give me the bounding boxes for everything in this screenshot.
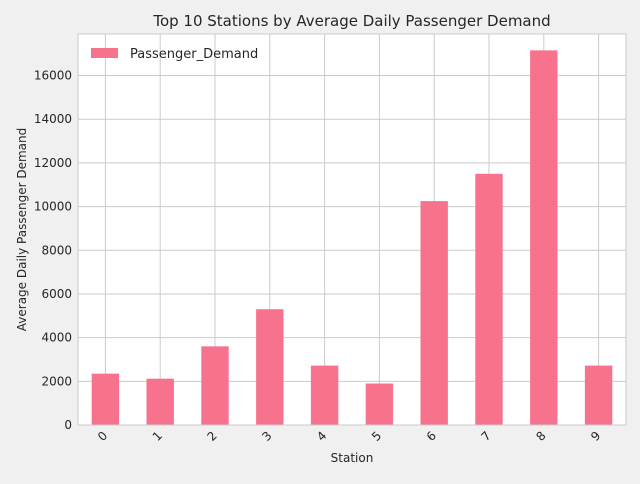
bar-station-3 (256, 309, 284, 425)
y-tick-labels: 0 2000 4000 6000 8000 10000 12000 14000 16000 (34, 69, 72, 432)
y-tick-label: 12000 (34, 156, 72, 170)
chart-title: Top 10 Stations by Average Daily Passeng… (152, 12, 550, 30)
bar-station-8 (530, 50, 558, 425)
y-tick-label: 6000 (41, 287, 72, 301)
bar-station-6 (420, 201, 448, 425)
grid-lines (78, 34, 626, 426)
plot-frame (77, 33, 627, 426)
y-tick-label: 2000 (41, 374, 72, 388)
y-axis-label: Average Daily Passenger Demand (15, 128, 29, 331)
y-tick-label: 4000 (41, 331, 72, 345)
bar-station-1 (146, 378, 174, 425)
x-tick-label: 1 (150, 429, 165, 444)
x-tick-labels: 0 1 2 3 4 5 6 7 8 9 (95, 429, 604, 444)
x-axis-label: Station (331, 451, 374, 465)
x-tick-label: 9 (588, 429, 603, 444)
bars (91, 50, 613, 425)
x-tick-label: 8 (533, 429, 548, 444)
y-tick-label: 0 (64, 418, 72, 432)
y-tick-label: 16000 (34, 69, 72, 83)
x-tick-label: 5 (369, 429, 384, 444)
y-tick-label: 10000 (34, 200, 72, 214)
bar-station-2 (201, 346, 229, 425)
x-tick-label: 4 (314, 429, 329, 444)
x-tick-label: 6 (424, 429, 439, 444)
x-tick-label: 3 (259, 429, 274, 444)
x-tick-label: 0 (95, 429, 110, 444)
x-tick-label: 2 (205, 429, 220, 444)
bar-station-0 (91, 373, 120, 425)
bar-station-9 (584, 365, 613, 425)
legend: Passenger_Demand (91, 47, 258, 62)
bar-station-4 (310, 365, 339, 425)
bar-station-5 (365, 383, 394, 425)
legend-swatch (91, 48, 118, 58)
x-tick-label: 7 (479, 429, 494, 444)
bar-station-7 (475, 173, 503, 425)
legend-label: Passenger_Demand (130, 47, 258, 62)
y-tick-label: 14000 (34, 112, 72, 126)
y-tick-label: 8000 (41, 243, 72, 257)
